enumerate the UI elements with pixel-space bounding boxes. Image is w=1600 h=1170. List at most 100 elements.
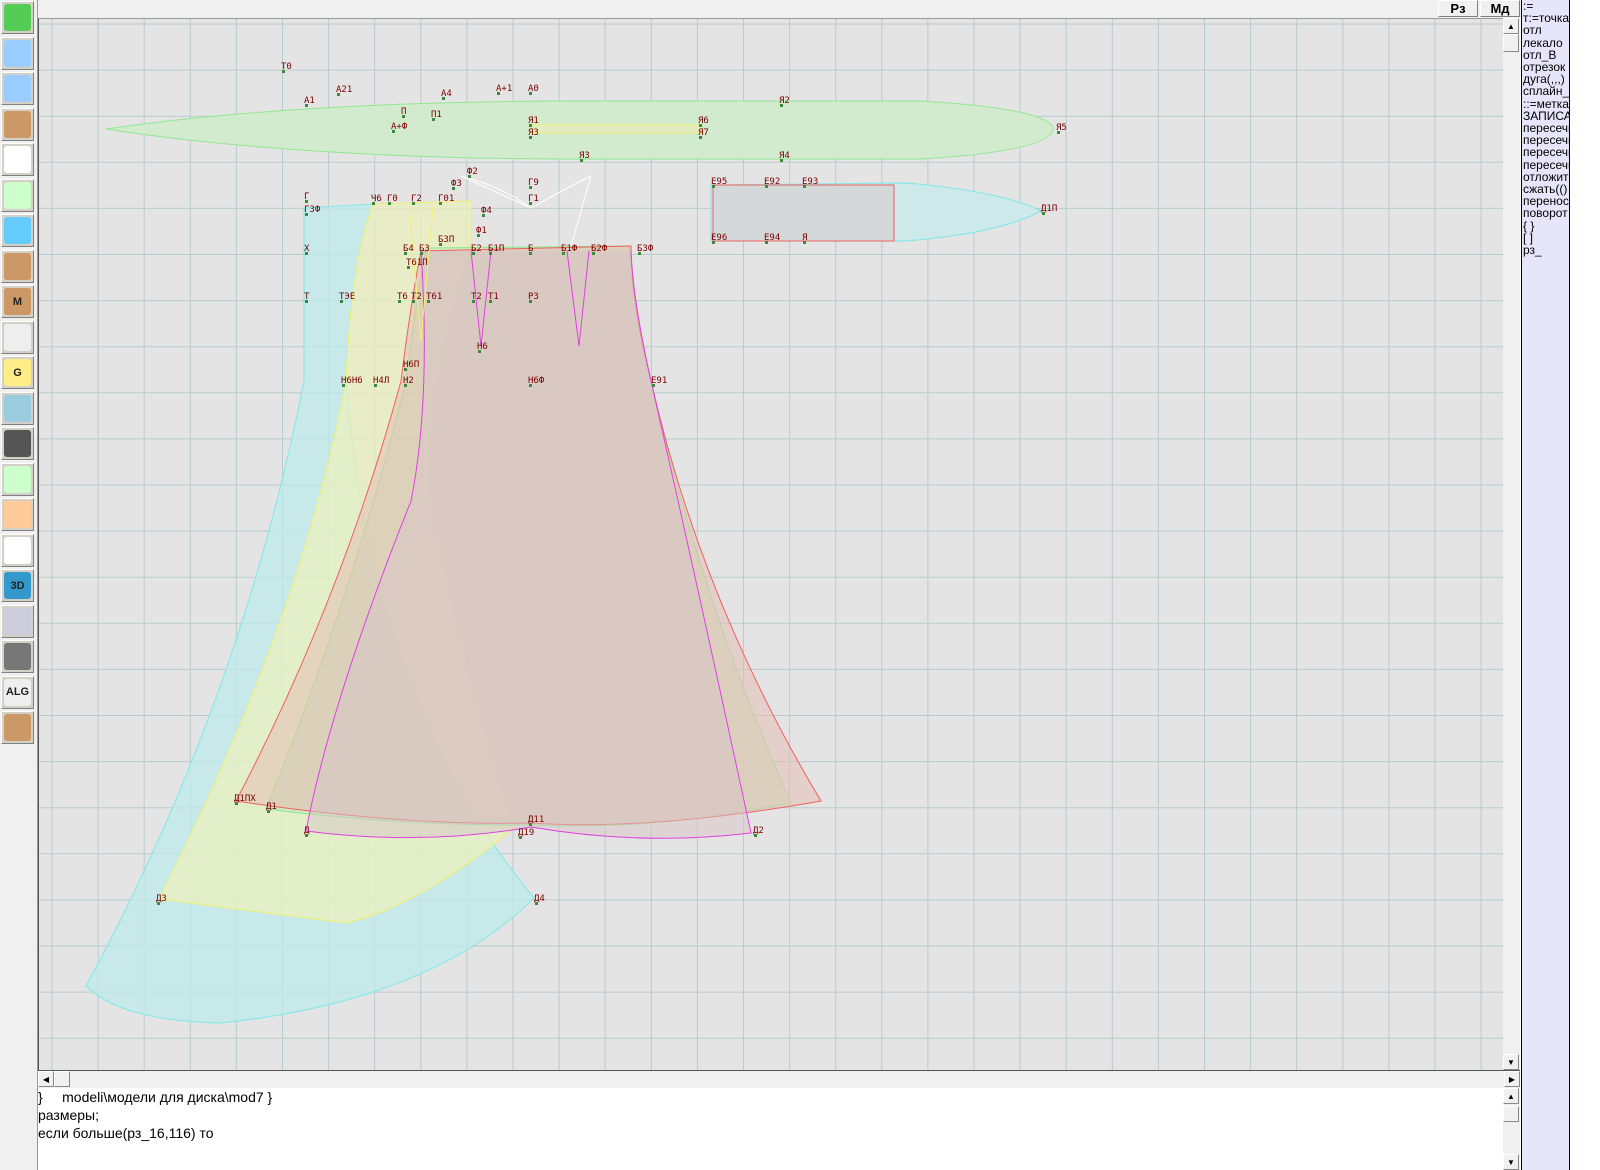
scroll-thumb[interactable]: [1503, 34, 1519, 52]
point-label[interactable]: Б1П: [488, 244, 504, 254]
point-label[interactable]: Д2: [753, 826, 764, 836]
point-label[interactable]: Б4: [403, 244, 414, 254]
belt-loop-piece[interactable]: [530, 124, 702, 134]
avatar-photo-button[interactable]: [1, 498, 34, 531]
front-panel-magenta[interactable]: [305, 250, 752, 839]
jacket-button[interactable]: [1, 533, 34, 567]
point-label[interactable]: Д1ПХ: [234, 794, 256, 804]
sizes-button[interactable]: Рз: [1438, 0, 1478, 17]
point-label[interactable]: Е93: [802, 177, 818, 187]
point-marker[interactable]: [754, 834, 757, 837]
point-marker[interactable]: [305, 213, 308, 216]
point-label[interactable]: Н2: [403, 376, 414, 386]
point-label[interactable]: Г2: [411, 194, 422, 204]
point-label[interactable]: Д3: [156, 894, 167, 904]
point-label[interactable]: Н6Ф: [528, 376, 545, 386]
command-item[interactable]: отл: [1523, 23, 1542, 38]
point-label[interactable]: Б3Ф: [637, 244, 654, 254]
point-label[interactable]: Д19: [518, 828, 534, 838]
point-label[interactable]: Ф1: [476, 226, 487, 236]
point-marker[interactable]: [803, 241, 806, 244]
point-marker[interactable]: [529, 823, 532, 826]
point-marker[interactable]: [780, 104, 783, 107]
point-marker[interactable]: [803, 185, 806, 188]
scroll-right-button[interactable]: ▶: [1504, 1071, 1520, 1087]
point-marker[interactable]: [404, 384, 407, 387]
command-item[interactable]: сжать((): [1523, 182, 1568, 197]
point-label[interactable]: Ф4: [481, 206, 492, 216]
editor-scroll-down[interactable]: ▼: [1503, 1154, 1519, 1170]
point-marker[interactable]: [305, 104, 308, 107]
point-marker[interactable]: [235, 802, 238, 805]
point-marker[interactable]: [529, 384, 532, 387]
point-label[interactable]: Е96: [711, 233, 727, 243]
scroll-up-button[interactable]: ▲: [1503, 18, 1519, 34]
point-marker[interactable]: [699, 136, 702, 139]
point-label[interactable]: Г3Ф: [304, 205, 321, 215]
point-marker[interactable]: [712, 185, 715, 188]
point-marker[interactable]: [398, 300, 401, 303]
point-marker[interactable]: [412, 300, 415, 303]
point-label[interactable]: Т6: [397, 292, 408, 302]
compass-button[interactable]: [1, 320, 34, 354]
point-marker[interactable]: [529, 202, 532, 205]
point-label[interactable]: Н4Л: [373, 376, 389, 386]
point-label[interactable]: Ч6: [371, 194, 382, 204]
zoom-in-button[interactable]: [1, 36, 34, 70]
point-label[interactable]: Т1: [488, 292, 499, 302]
point-label[interactable]: Р3: [528, 292, 539, 302]
point-marker[interactable]: [439, 243, 442, 246]
command-item[interactable]: отл_В: [1523, 47, 1557, 62]
command-item[interactable]: пересечь: [1523, 145, 1570, 160]
undo-button[interactable]: [1, 1, 34, 34]
point-label[interactable]: A+1: [496, 84, 512, 94]
point-marker[interactable]: [529, 186, 532, 189]
point-label[interactable]: Е91: [651, 376, 667, 386]
point-label[interactable]: Б: [528, 244, 533, 254]
command-item[interactable]: поворот: [1523, 206, 1568, 221]
point-marker[interactable]: [442, 97, 445, 100]
command-item[interactable]: сплайн_: [1523, 84, 1570, 99]
point-label[interactable]: Х: [304, 244, 310, 254]
point-label[interactable]: П: [401, 107, 406, 117]
point-marker[interactable]: [535, 902, 538, 905]
point-label[interactable]: Ф3: [451, 179, 462, 189]
point-marker[interactable]: [404, 252, 407, 255]
point-marker[interactable]: [765, 185, 768, 188]
point-label[interactable]: Я6: [698, 116, 709, 126]
point-label[interactable]: Б2: [471, 244, 482, 254]
camera-button[interactable]: [1, 427, 34, 460]
scroll-down-button[interactable]: ▼: [1503, 1054, 1519, 1070]
command-item[interactable]: т:=точка: [1523, 11, 1570, 26]
point-label[interactable]: Т61П: [406, 258, 428, 268]
point-label[interactable]: Д4: [534, 894, 545, 904]
point-label[interactable]: A21: [336, 85, 352, 95]
point-marker[interactable]: [712, 241, 715, 244]
text-list-button[interactable]: [1, 604, 34, 638]
vertical-scrollbar[interactable]: ▲ ▼: [1503, 18, 1520, 1070]
point-marker[interactable]: [267, 810, 270, 813]
command-item[interactable]: отрезок: [1523, 60, 1566, 75]
point-marker[interactable]: [780, 159, 783, 162]
point-marker[interactable]: [468, 175, 471, 178]
point-marker[interactable]: [374, 384, 377, 387]
pattern-drawing[interactable]: T0 A21 A1 A4 A+1 A0 П П1 A+Ф Я1 Я3 Я6 Я7 Я2 Я5 Я3 Я4 Ф2 Ф3…: [39, 19, 1504, 1071]
pattern-canvas[interactable]: T0 A21 A1 A4 A+1 A0 П П1 A+Ф Я1 Я3 Я6 Я7 Я2 Я5 Я3 Я4 Ф2 Ф3…: [38, 18, 1504, 1071]
pattern-green-button[interactable]: [1, 249, 34, 283]
point-marker[interactable]: [478, 350, 481, 353]
editor-scroll-up[interactable]: ▲: [1503, 1088, 1519, 1104]
point-label[interactable]: Я5: [1056, 123, 1067, 133]
point-marker[interactable]: [529, 92, 532, 95]
editor-scrollbar[interactable]: ▲ ▼: [1503, 1088, 1520, 1170]
point-marker[interactable]: [157, 902, 160, 905]
books-button[interactable]: [1, 640, 34, 673]
zoom-pattern-button[interactable]: [1, 107, 34, 141]
point-label[interactable]: Ф2: [467, 167, 478, 177]
point-marker[interactable]: [342, 384, 345, 387]
point-label[interactable]: Я4: [779, 151, 790, 161]
horizontal-scrollbar[interactable]: ◀ ▶: [38, 1070, 1520, 1088]
point-label[interactable]: Я7: [698, 128, 709, 138]
point-marker[interactable]: [489, 300, 492, 303]
point-marker[interactable]: [592, 252, 595, 255]
point-marker[interactable]: [529, 252, 532, 255]
